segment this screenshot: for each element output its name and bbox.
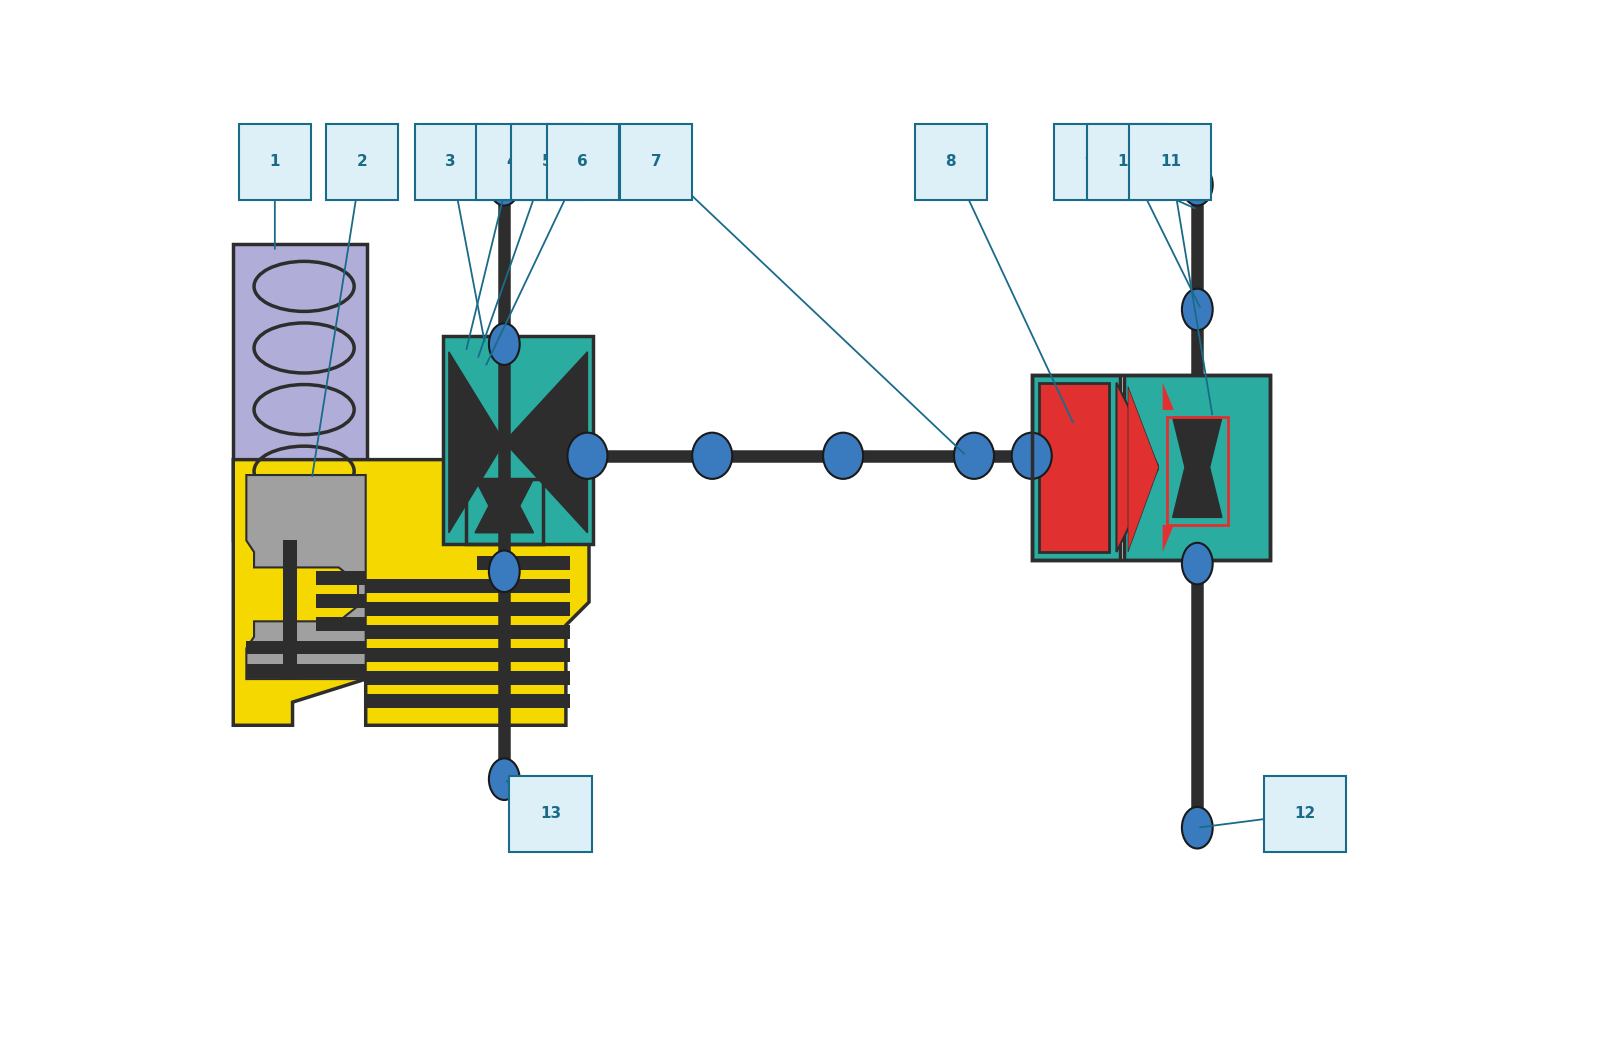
Ellipse shape	[822, 432, 862, 479]
Text: 5: 5	[541, 154, 552, 169]
Text: 13: 13	[539, 806, 562, 822]
Bar	[1040, 382, 1109, 552]
Ellipse shape	[1011, 432, 1051, 479]
Bar	[366, 671, 570, 686]
Polygon shape	[234, 459, 589, 725]
Bar	[1166, 418, 1229, 525]
Bar	[366, 694, 570, 709]
Bar	[246, 664, 366, 677]
Ellipse shape	[490, 164, 520, 206]
Bar	[315, 571, 366, 585]
Polygon shape	[246, 475, 366, 680]
Ellipse shape	[568, 432, 608, 479]
Bar	[466, 479, 542, 544]
Polygon shape	[1173, 418, 1222, 517]
Text: 4: 4	[507, 154, 517, 169]
Bar	[234, 244, 368, 540]
Bar	[1032, 375, 1120, 560]
Bar	[315, 617, 366, 632]
Ellipse shape	[693, 432, 733, 479]
Bar	[443, 337, 594, 544]
Bar	[477, 556, 570, 569]
Bar	[366, 625, 570, 639]
Polygon shape	[1158, 409, 1267, 525]
Bar	[366, 648, 570, 662]
Text: 12: 12	[1294, 806, 1315, 822]
Bar	[246, 641, 366, 655]
Bar	[366, 579, 570, 593]
Text: 8: 8	[946, 154, 957, 169]
Bar	[1032, 375, 1270, 560]
Text: 9: 9	[1085, 154, 1094, 169]
Ellipse shape	[954, 432, 994, 479]
Text: 10: 10	[1117, 154, 1139, 169]
Ellipse shape	[490, 323, 520, 365]
Bar	[1125, 375, 1270, 560]
Ellipse shape	[1182, 807, 1213, 849]
Ellipse shape	[1182, 164, 1213, 206]
Polygon shape	[1117, 382, 1158, 552]
Text: 1: 1	[269, 154, 280, 169]
Text: 2: 2	[357, 154, 368, 169]
Bar	[366, 602, 570, 616]
Ellipse shape	[1182, 542, 1213, 584]
Ellipse shape	[490, 551, 520, 592]
Text: 11: 11	[1160, 154, 1181, 169]
Polygon shape	[504, 352, 587, 533]
Bar	[283, 540, 298, 680]
Polygon shape	[450, 352, 504, 533]
Polygon shape	[1163, 382, 1197, 552]
Polygon shape	[1128, 387, 1158, 552]
Text: 7: 7	[651, 154, 661, 169]
Polygon shape	[475, 479, 533, 533]
Ellipse shape	[490, 758, 520, 800]
Text: 6: 6	[578, 154, 589, 169]
Text: 3: 3	[445, 154, 456, 169]
Bar	[315, 594, 366, 608]
Ellipse shape	[1182, 289, 1213, 330]
